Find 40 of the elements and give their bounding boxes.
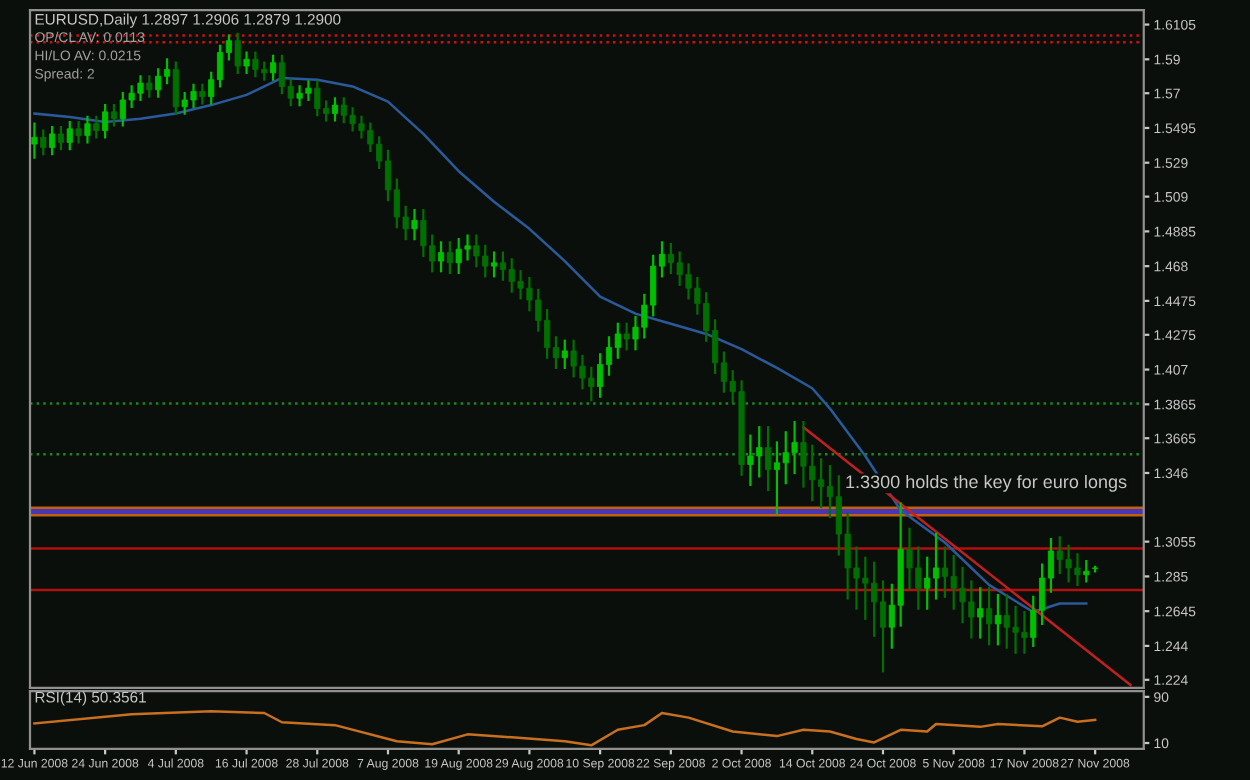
candlestick — [490, 251, 498, 278]
candlestick — [66, 120, 73, 151]
annotation: 1.3300 holds the key for euro longs — [846, 474, 1127, 492]
candlestick — [420, 209, 427, 258]
candlestick — [994, 593, 1001, 646]
candlestick — [110, 103, 118, 127]
candlestick — [234, 32, 241, 74]
candlestick — [977, 587, 984, 639]
candlestick — [985, 587, 993, 646]
candlestick — [924, 556, 931, 610]
candlestick — [411, 209, 418, 241]
candlestick — [93, 115, 100, 139]
candlestick — [270, 54, 277, 81]
candlestick — [561, 339, 568, 369]
candlestick — [1083, 560, 1090, 583]
candlestick — [163, 58, 171, 85]
candlestick — [879, 580, 887, 673]
candlestick — [40, 129, 47, 156]
candlestick — [1092, 565, 1099, 573]
candlestick — [765, 426, 772, 492]
candlestick — [155, 68, 162, 98]
candlestick — [932, 532, 940, 600]
candlestick — [49, 126, 56, 156]
candlestick — [199, 83, 206, 105]
candlestick — [84, 115, 91, 144]
candlestick — [31, 122, 38, 159]
candlestick — [446, 241, 453, 275]
candlestick — [623, 322, 630, 351]
candlestick — [314, 80, 321, 117]
candlestick — [57, 126, 65, 151]
candlestick — [614, 322, 621, 359]
candlestick — [102, 103, 109, 139]
candlestick — [243, 51, 250, 74]
line-series — [33, 710, 1097, 747]
candlestick — [172, 61, 179, 115]
candlestick — [75, 120, 82, 144]
candlestick — [146, 75, 153, 98]
candlestick — [437, 241, 445, 273]
candlestick — [597, 353, 604, 398]
candlestick — [331, 97, 339, 122]
